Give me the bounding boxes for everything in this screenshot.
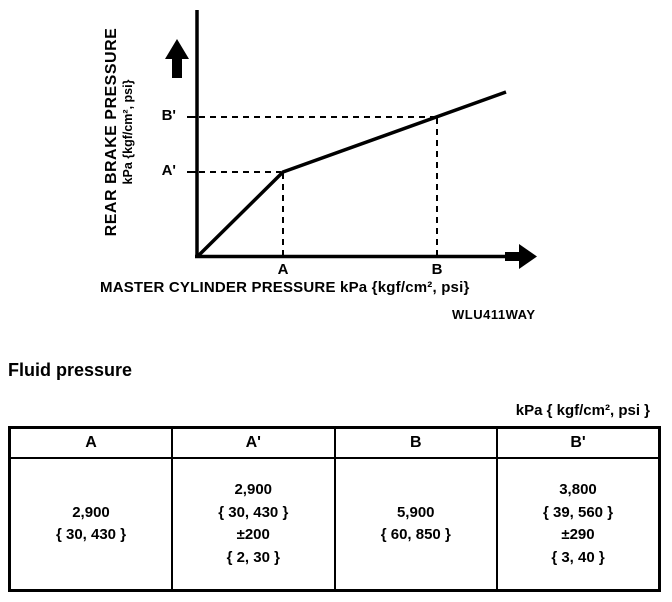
- col-header-b: B: [333, 426, 498, 459]
- cell-a-prime-value: 2,900 { 30, 430 } ±200 { 2, 30 }: [171, 457, 336, 592]
- col-header-a: A: [8, 426, 173, 459]
- fluid-pressure-table: A A' B B' 2,900 { 30, 430 } 2,900 { 30, …: [8, 426, 661, 592]
- pressure-curve: [196, 90, 507, 258]
- cell-b-value: 5,900 { 60, 850 }: [333, 457, 498, 592]
- table-units-note: kPa { kgf/cm², psi }: [515, 402, 650, 419]
- right-arrow-icon: [505, 244, 537, 269]
- y-axis-units: kPa {kgf/cm², psi}: [121, 79, 136, 185]
- tick-label-a-prime: A': [161, 162, 176, 179]
- pressure-chart: REAR BRAKE PRESSURE kPa {kgf/cm², psi} B…: [100, 10, 537, 322]
- cell-b-prime-value: 3,800 { 39, 560 } ±290 { 3, 40 }: [496, 457, 661, 592]
- y-axis-label: REAR BRAKE PRESSURE kPa {kgf/cm², psi}: [102, 12, 146, 252]
- up-arrow-icon: [165, 39, 189, 78]
- x-axis-label: MASTER CYLINDER PRESSURE kPa {kgf/cm², p…: [100, 279, 470, 296]
- cell-a-value: 2,900 { 30, 430 }: [8, 457, 173, 592]
- y-axis: [187, 10, 199, 258]
- col-header-b-prime: B': [496, 426, 661, 459]
- tick-label-b: B: [431, 261, 443, 278]
- tick-label-a: A: [277, 261, 289, 278]
- col-header-a-prime: A': [171, 426, 336, 459]
- dashed-guides: [199, 116, 438, 256]
- chart-canvas: [165, 10, 537, 269]
- tick-label-b-prime: B': [161, 107, 176, 124]
- table-row: 2,900 { 30, 430 } 2,900 { 30, 430 } ±200…: [8, 457, 661, 592]
- section-heading: Fluid pressure: [8, 360, 133, 380]
- figure-code: WLU411WAY: [452, 307, 536, 322]
- table-header-row: A A' B B': [8, 426, 661, 459]
- y-axis-title: REAR BRAKE PRESSURE: [103, 27, 120, 237]
